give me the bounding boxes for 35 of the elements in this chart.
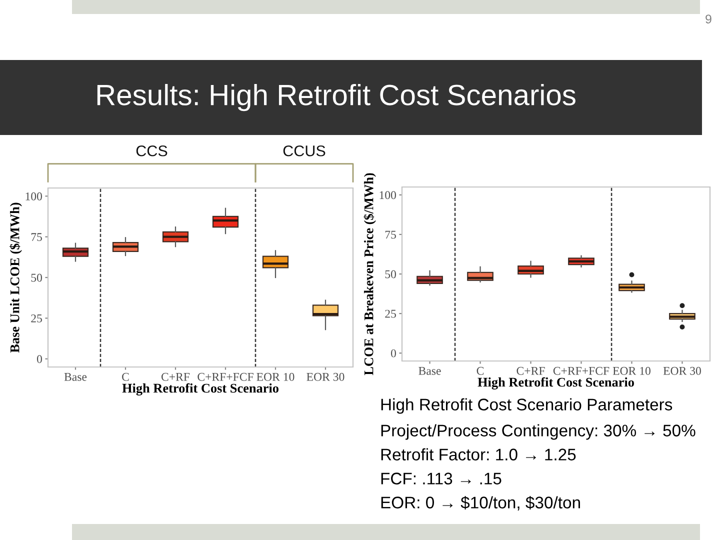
y-tick-label: 100 <box>380 191 396 200</box>
y-axis-title: LCOE at Breakeven Price ($/MWh) <box>364 173 376 376</box>
y-tick-label: 25 <box>385 310 396 318</box>
y-axis-title: Base Unit LCOE ($/MWh) <box>10 202 22 353</box>
text: FCF: .113 → .15 <box>381 472 502 484</box>
x-axis-title: High Retrofit Cost Scenario <box>478 377 634 390</box>
y-tick-label: 50 <box>385 270 396 278</box>
y-tick-label: 0 <box>390 349 396 358</box>
x-tick-label: Base <box>64 373 87 381</box>
x-tick-label: EOR 30 <box>663 366 701 375</box>
text: Results: High Retrofit Cost Scenarios <box>97 84 576 112</box>
x-tick-label: EOR 10 <box>256 372 294 381</box>
x-tick-label: C+RF+FCF <box>553 366 610 375</box>
text: Project/Process Contingency: 30% → 50% <box>381 424 696 440</box>
text: CCUS <box>283 145 326 156</box>
y-tick-label: 50 <box>31 274 42 282</box>
text: High Retrofit Cost Scenario Parameters <box>381 398 672 414</box>
text: EOR: 0 → $10/ton, $30/ton <box>381 496 580 510</box>
x-tick-label: EOR 30 <box>306 372 344 381</box>
text: Retrofit Factor: 1.0 → 1.25 <box>381 448 576 460</box>
y-tick-label: 75 <box>385 230 396 239</box>
x-tick-label: EOR 10 <box>612 366 650 375</box>
text: CCS <box>136 145 168 156</box>
text: 9 <box>706 14 712 24</box>
x-tick-label: C+RF <box>162 372 190 381</box>
x-tick-label: Base <box>418 367 441 375</box>
x-tick-label: C <box>476 366 484 375</box>
y-tick-label: 75 <box>31 233 42 242</box>
y-tick-label: 0 <box>36 355 42 364</box>
x-axis-title: High Retrofit Cost Scenario <box>122 383 278 396</box>
x-tick-label: C <box>122 372 129 381</box>
x-tick-label: C+RF+FCF <box>198 372 254 381</box>
y-tick-label: 100 <box>26 192 42 200</box>
x-tick-label: C+RF <box>516 366 545 375</box>
y-tick-label: 25 <box>31 314 42 322</box>
